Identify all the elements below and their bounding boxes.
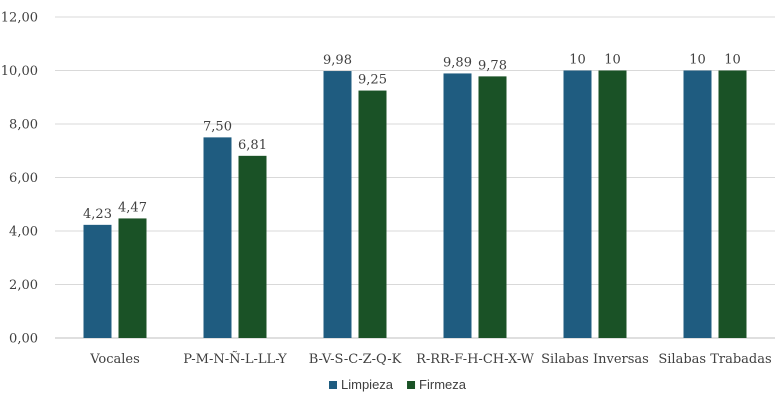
y-tick-label: 6,00 bbox=[9, 171, 38, 186]
data-label: 9,25 bbox=[358, 73, 387, 88]
legend-label: Limpieza bbox=[341, 377, 394, 392]
category-label: Silabas Inversas bbox=[541, 352, 649, 367]
legend-swatch bbox=[329, 381, 337, 389]
bar bbox=[118, 218, 147, 338]
bar bbox=[598, 70, 627, 338]
gridlines bbox=[55, 16, 775, 339]
bars bbox=[83, 70, 747, 338]
bar bbox=[443, 73, 472, 338]
legend: Limpieza Firmeza bbox=[329, 377, 467, 392]
data-label: 4,23 bbox=[83, 207, 112, 222]
bar bbox=[563, 70, 592, 338]
category-label: B-V-S-C-Z-Q-K bbox=[309, 352, 402, 367]
y-tick-label: 4,00 bbox=[9, 225, 38, 240]
data-label: 9,89 bbox=[443, 55, 472, 70]
data-labels: 4,23 4,47 7,50 6,81 9,98 9,25 9,89 9,78 10 10 10 10 bbox=[83, 53, 741, 222]
data-label: 10 bbox=[569, 53, 586, 68]
y-tick-label: 12,00 bbox=[1, 11, 38, 26]
bar bbox=[83, 224, 112, 338]
bar bbox=[203, 137, 232, 338]
data-label: 10 bbox=[689, 53, 706, 68]
bar bbox=[683, 70, 712, 338]
y-axis-tick-labels: 0,00 2,00 4,00 6,00 8,00 10,00 12,00 bbox=[1, 11, 38, 347]
y-tick-label: 8,00 bbox=[9, 118, 38, 133]
x-axis-category-labels: Vocales P-M-N-Ñ-L-LL-Y B-V-S-C-Z-Q-K R-RR-F… bbox=[89, 351, 771, 367]
legend-swatch bbox=[407, 381, 416, 389]
data-label: 6,81 bbox=[238, 138, 267, 153]
category-label: P-M-N-Ñ-L-LL-Y bbox=[183, 351, 287, 367]
y-tick-label: 10,00 bbox=[1, 64, 38, 79]
y-tick-label: 0,00 bbox=[9, 332, 38, 347]
data-label: 10 bbox=[724, 53, 741, 68]
bar bbox=[323, 71, 352, 338]
legend-label: Firmeza bbox=[419, 377, 467, 392]
data-label: 10 bbox=[604, 53, 621, 68]
category-label: Silabas Trabadas bbox=[658, 352, 771, 367]
bar bbox=[358, 90, 387, 338]
data-label: 4,47 bbox=[118, 200, 147, 215]
data-label: 9,78 bbox=[478, 58, 507, 73]
bar bbox=[718, 70, 747, 338]
category-label: Vocales bbox=[89, 352, 140, 367]
category-label: R-RR-F-H-CH-X-W bbox=[416, 352, 534, 367]
bar bbox=[478, 76, 507, 338]
bar bbox=[238, 155, 267, 338]
data-label: 9,98 bbox=[323, 53, 352, 68]
data-label: 7,50 bbox=[203, 119, 232, 134]
y-tick-label: 2,00 bbox=[9, 278, 38, 293]
